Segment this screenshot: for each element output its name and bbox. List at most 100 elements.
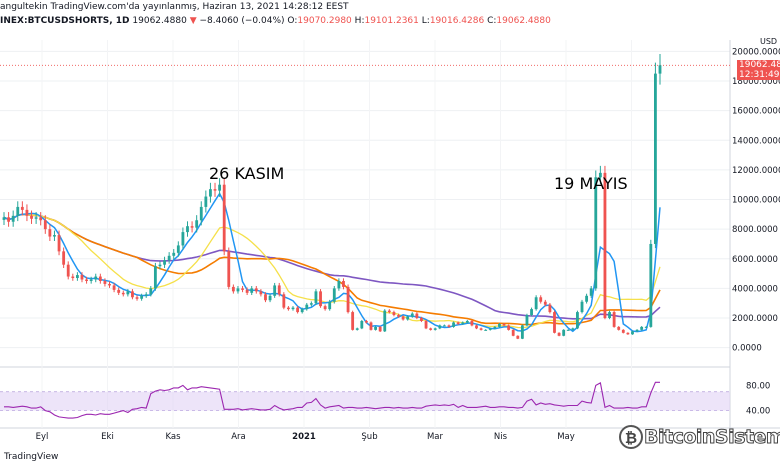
candle-body (98, 276, 102, 281)
candle-body (268, 295, 272, 301)
candle-body (493, 326, 497, 329)
candle-body (346, 286, 350, 313)
candle-body (397, 315, 400, 317)
candle-body (594, 177, 598, 289)
candle-body (259, 291, 263, 295)
high-label: H: (354, 16, 365, 26)
candle-body (415, 313, 419, 319)
candle-body (498, 323, 501, 327)
close-value: 19062.4880 (496, 16, 551, 26)
candle-body (378, 326, 382, 332)
y-tick-label: 18000.0000 (732, 77, 780, 87)
candle-body (342, 280, 345, 287)
x-tick-label: 2021 (292, 432, 316, 442)
candle-body (328, 301, 332, 310)
candle-body (153, 266, 157, 289)
candle-body (635, 329, 639, 332)
candle-body (291, 307, 295, 310)
candle-body (631, 331, 634, 335)
candle-body (534, 297, 538, 310)
candle-body (43, 220, 47, 230)
candle-body (424, 320, 428, 329)
candle-body (305, 304, 309, 310)
price-axis[interactable]: 20000.0000 18000.0000 16000.0000 14000.0000… (732, 37, 780, 417)
candle-body (420, 318, 423, 321)
candle-body (213, 189, 217, 191)
candle-body (71, 276, 75, 279)
author-line: angultekin TradingView.com'da yayınlanmı… (0, 2, 349, 12)
candle-body (644, 326, 648, 328)
candle-body (406, 316, 410, 320)
candle-body (181, 232, 185, 246)
x-tick-label: Eyl (36, 432, 49, 442)
time-axis[interactable]: EylEkiKasAra2021ŞubMarNisMayHaz (36, 432, 640, 442)
candle-body (296, 307, 300, 313)
candle-body (241, 288, 244, 290)
candle-body (39, 217, 43, 221)
candle-body (383, 310, 387, 332)
candle-body (66, 264, 70, 277)
candle-body (369, 322, 373, 330)
candle-body (621, 329, 625, 333)
candle-body (598, 172, 602, 178)
candle-body (433, 328, 437, 330)
candle-body (199, 206, 203, 221)
candle-body (85, 279, 88, 281)
candle-body (557, 332, 561, 336)
open-label: O: (287, 16, 298, 26)
candle-body (516, 335, 520, 339)
bitcoin-coin-icon: ₿ (619, 425, 643, 449)
last-price: 19062.4880 (132, 16, 187, 26)
candle-body (204, 196, 208, 207)
x-tick-label: May (557, 432, 575, 442)
candle-body (108, 283, 111, 286)
candle-body (25, 209, 29, 216)
candle-body (470, 320, 474, 326)
candle-body (57, 235, 61, 252)
candle-body (612, 312, 616, 327)
author-text: angultekin TradingView.com'da yayınlanmı… (0, 2, 349, 12)
candle-body (126, 291, 130, 295)
candle-body (360, 320, 364, 329)
change-value: −8.4060 (−0.04%) (199, 16, 285, 26)
candle-body (580, 301, 584, 313)
change-arrow-icon: ▼ (189, 16, 197, 26)
candle-body (282, 294, 286, 308)
candle-body (254, 288, 258, 292)
candle-body (80, 275, 84, 280)
candle-body (273, 285, 277, 296)
candle-body (452, 322, 455, 327)
symbol-name[interactable]: INEX:BTCUSDSHORTS, 1D (0, 16, 130, 26)
ma-orange-line (3, 213, 661, 326)
candle-body (520, 325, 524, 339)
y-tick-label: 4000.0000 (732, 284, 778, 294)
candle-body (364, 320, 368, 323)
tradingview-brand[interactable]: TradingView (4, 452, 59, 462)
candles (2, 54, 662, 340)
gridlines (0, 40, 780, 440)
x-tick-label: Mar (427, 432, 444, 442)
candle-body (227, 251, 231, 287)
candle-body (387, 310, 391, 313)
close-label: C: (487, 16, 497, 26)
candle-body (319, 291, 322, 307)
candle-body (456, 322, 460, 324)
candle-body (626, 332, 630, 335)
candle-body (16, 206, 20, 216)
candle-body (309, 303, 313, 305)
rsi-band-fill (0, 391, 730, 411)
candle-body (488, 328, 492, 330)
watermark: ₿ BitcoinSistemi (618, 422, 780, 452)
candle-body (511, 329, 515, 336)
countdown-tag: 12:31:49 (737, 70, 780, 80)
candle-body (429, 328, 433, 330)
candle-body (442, 325, 446, 327)
candle-body (475, 325, 478, 329)
candle-body (131, 291, 134, 298)
candle-body (562, 329, 566, 336)
candle-body (401, 316, 405, 320)
candle-body (649, 243, 653, 327)
candle-body (34, 217, 38, 219)
candle-body (231, 286, 235, 292)
x-tick-label: Kas (165, 432, 181, 442)
